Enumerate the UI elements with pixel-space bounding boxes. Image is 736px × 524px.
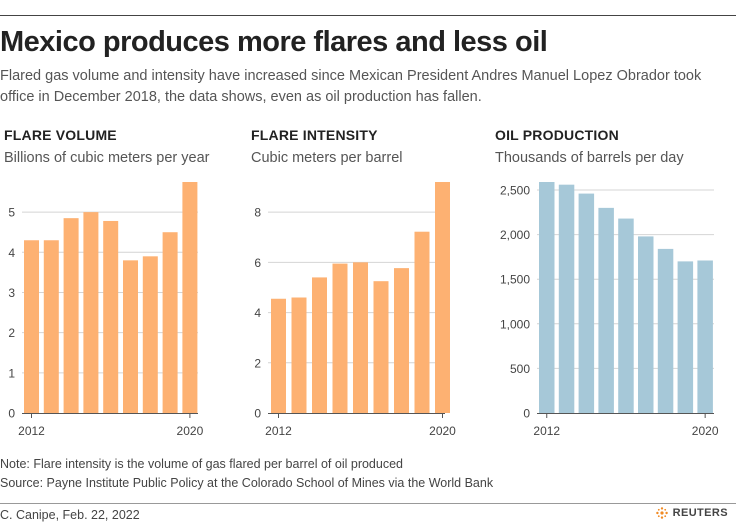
flare-volume-ytick-label: 1 bbox=[8, 366, 15, 380]
flare-volume-ytick-label: 3 bbox=[8, 286, 15, 300]
flare-intensity-ytick-label: 6 bbox=[254, 256, 261, 270]
oil-production-ytick-label: 1,000 bbox=[500, 317, 530, 331]
flare-intensity-xtick-label: 2020 bbox=[429, 424, 456, 438]
oil-production-xtick-label: 2012 bbox=[533, 424, 560, 438]
oil-production-unit: Thousands of barrels per day bbox=[495, 150, 684, 166]
flare-intensity-bar-2017 bbox=[373, 281, 389, 413]
oil-production-bar-2016 bbox=[618, 218, 634, 413]
oil-production-bar-2015 bbox=[598, 207, 614, 413]
oil-production-bar-2020 bbox=[697, 260, 713, 413]
credit-line: C. Canipe, Feb. 22, 2022 bbox=[0, 508, 140, 522]
flare-intensity-ytick-label: 4 bbox=[254, 306, 261, 320]
oil-production-xtick-label: 2020 bbox=[692, 424, 719, 438]
oil-production-bar-2019 bbox=[677, 261, 694, 413]
reuters-dots-icon bbox=[655, 507, 668, 519]
flare-intensity-bar-2012 bbox=[271, 298, 286, 413]
flare-intensity-unit: Cubic meters per barrel bbox=[251, 150, 403, 166]
flare-volume-xtick-label: 2020 bbox=[177, 424, 204, 438]
flare-intensity-bar-2018 bbox=[394, 268, 409, 413]
flare-intensity-bar-2014 bbox=[312, 277, 327, 413]
flare-volume-ytick-label: 2 bbox=[8, 326, 15, 340]
top-rule bbox=[0, 15, 736, 16]
flare-intensity-ytick-label: 0 bbox=[254, 407, 261, 421]
flare-volume-bar-2017 bbox=[123, 260, 138, 413]
oil-production-bar-2012 bbox=[539, 182, 555, 413]
flare-volume-ytick-label: 0 bbox=[8, 407, 15, 421]
flare-volume-ytick-label: 5 bbox=[8, 206, 15, 220]
flare-volume-bar-2014 bbox=[63, 218, 79, 413]
flare-intensity-bar-2016 bbox=[353, 262, 368, 413]
oil-production-title: OIL PRODUCTION bbox=[495, 127, 619, 143]
flare-volume-chart: 0 1 2 3 4 5 2012 2020 bbox=[8, 182, 204, 438]
reuters-wordmark: REUTERS bbox=[672, 507, 728, 519]
flare-volume-bar-2016 bbox=[103, 220, 119, 413]
flare-volume-bar-2012 bbox=[24, 240, 39, 413]
subhead: Flared gas volume and intensity have inc… bbox=[0, 68, 702, 105]
flare-intensity-bar-2019 bbox=[414, 231, 430, 413]
oil-production-ytick-label: 0 bbox=[523, 407, 530, 421]
flare-intensity-chart: 0 2 4 6 8 2012 2020 bbox=[254, 182, 456, 438]
bottom-rule bbox=[0, 503, 736, 504]
flare-intensity-ytick-label: 2 bbox=[254, 356, 261, 370]
oil-production-bar-2018 bbox=[657, 248, 674, 413]
footnote: Note: Flare intensity is the volume of g… bbox=[0, 457, 403, 471]
source-line: Source: Payne Institute Public Policy at… bbox=[0, 476, 494, 490]
oil-production-ytick-label: 1,500 bbox=[500, 273, 530, 287]
oil-production-chart: 0 500 1,000 1,500 2,000 2,500 2012 2020 bbox=[500, 182, 719, 438]
oil-production-ytick-label: 2,000 bbox=[500, 228, 530, 242]
flare-volume-bar-2019 bbox=[162, 232, 178, 413]
flare-intensity-bar-2020 bbox=[435, 182, 450, 413]
flare-intensity-bar-2013 bbox=[291, 297, 307, 413]
flare-intensity-bar-2015 bbox=[332, 263, 348, 413]
flare-volume-bar-2013 bbox=[43, 240, 59, 413]
flare-volume-bar-2020 bbox=[182, 182, 198, 413]
headline: Mexico produces more flares and less oil bbox=[0, 26, 548, 58]
flare-volume-title: FLARE VOLUME bbox=[4, 127, 117, 143]
flare-volume-bar-2018 bbox=[142, 256, 158, 413]
oil-production-bar-2017 bbox=[638, 236, 654, 413]
oil-production-ytick-label: 2,500 bbox=[500, 184, 530, 198]
flare-volume-ytick-label: 4 bbox=[8, 246, 15, 260]
reuters-logo: REUTERS bbox=[655, 506, 728, 520]
oil-production-bar-2014 bbox=[578, 193, 595, 413]
flare-intensity-xtick-label: 2012 bbox=[265, 424, 292, 438]
oil-production-bar-2013 bbox=[558, 184, 575, 413]
flare-volume-bar-2015 bbox=[83, 212, 99, 413]
flare-volume-unit: Billions of cubic meters per year bbox=[4, 150, 210, 166]
flare-volume-xtick-label: 2012 bbox=[18, 424, 45, 438]
flare-intensity-title: FLARE INTENSITY bbox=[251, 127, 378, 143]
oil-production-ytick-label: 500 bbox=[510, 362, 530, 376]
flare-intensity-ytick-label: 8 bbox=[254, 206, 261, 220]
